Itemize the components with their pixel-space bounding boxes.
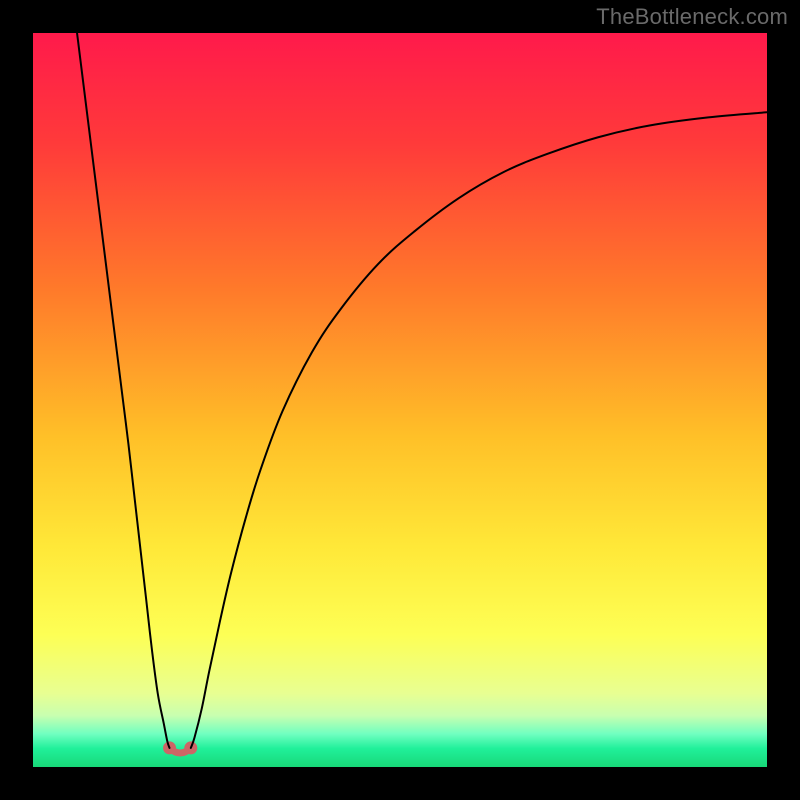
gradient-background bbox=[33, 33, 767, 767]
outer-frame: TheBottleneck.com bbox=[0, 0, 800, 800]
bottleneck-chart bbox=[33, 33, 767, 767]
watermark-text: TheBottleneck.com bbox=[596, 4, 788, 30]
